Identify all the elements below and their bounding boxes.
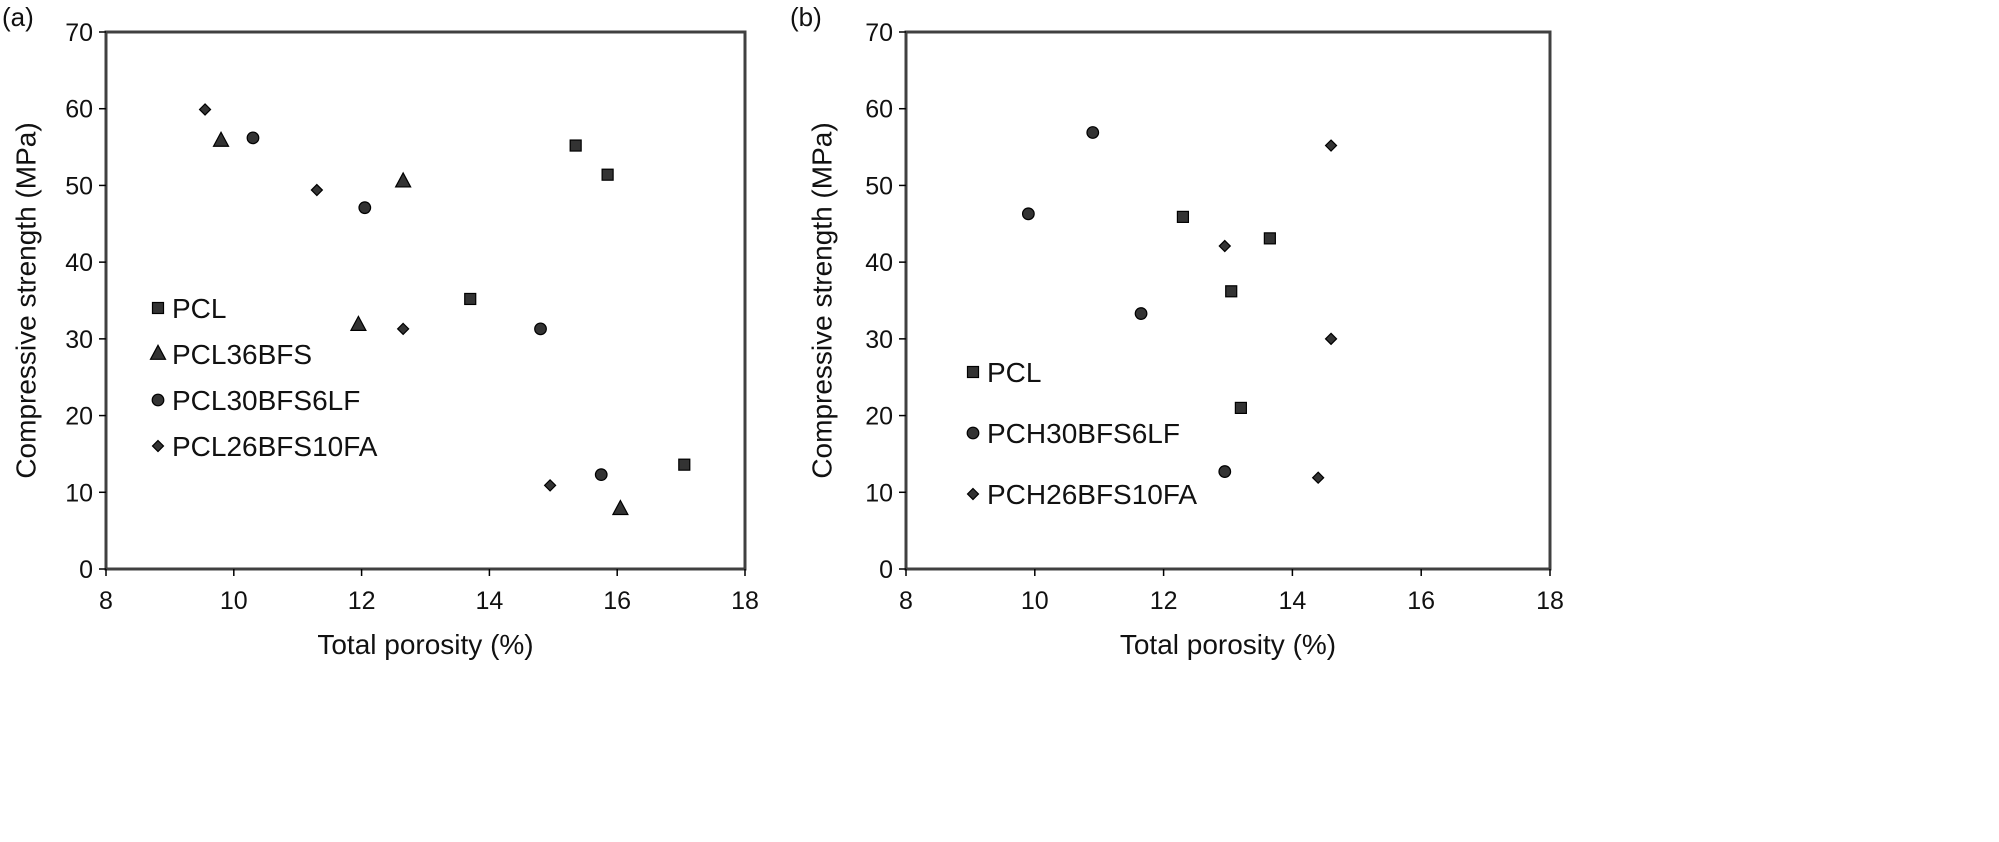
data-point-triangle — [611, 499, 629, 516]
data-point-circle — [246, 131, 260, 145]
y-axis-label: Compressive strength (MPa) — [807, 122, 838, 478]
plot-area-frame — [104, 30, 747, 571]
legend-label: PCL — [172, 293, 226, 324]
y-tick-label: 70 — [65, 19, 93, 47]
data-point-circle — [594, 468, 608, 482]
panel-label: (b) — [790, 2, 822, 32]
data-point-circle — [1218, 465, 1232, 478]
y-tick-label: 10 — [865, 479, 893, 507]
data-point-diamond — [310, 183, 324, 197]
legend-label: PCL36BFS — [172, 339, 312, 370]
data-point-diamond — [1324, 332, 1338, 346]
data-point-triangle — [212, 130, 230, 147]
legend-marker-diamond — [966, 487, 980, 501]
legend-marker-diamond — [151, 439, 165, 453]
y-tick-label: 40 — [65, 249, 93, 277]
data-point-square — [1225, 285, 1238, 298]
y-tick-label: 60 — [65, 96, 93, 124]
y-tick-label: 10 — [65, 479, 93, 507]
legend-label: PCL30BFS6LF — [172, 385, 360, 416]
y-tick-label: 30 — [865, 326, 893, 354]
data-point-square — [1176, 210, 1190, 223]
data-point-circle — [1134, 307, 1148, 320]
y-tick-label: 20 — [65, 403, 93, 431]
data-point-diamond — [198, 103, 212, 116]
y-tick-label: 70 — [865, 19, 893, 47]
legend-label: PCH30BFS6LF — [987, 418, 1180, 449]
data-point-square — [601, 168, 614, 181]
x-tick-label: 8 — [899, 587, 913, 615]
data-point-circle — [1086, 126, 1100, 139]
panel-b: (b) 8 10 12 14 16 18 0 10 20 30 40 50 60 70 Total poros… — [790, 2, 1564, 660]
y-tick-label: 60 — [865, 96, 893, 124]
x-tick-label: 16 — [603, 587, 631, 615]
legend-label: PCH26BFS10FA — [987, 479, 1197, 510]
data-point-diamond — [543, 479, 557, 492]
x-tick-label: 10 — [1021, 587, 1049, 615]
data-point-circle — [358, 201, 372, 215]
legend-marker-square — [151, 301, 165, 315]
plot-area-frame — [904, 30, 1552, 571]
x-tick-label: 8 — [99, 587, 113, 615]
y-tick-label: 0 — [879, 556, 893, 584]
legend-label: PCL — [987, 357, 1041, 388]
legend-marker-triangle — [149, 344, 167, 360]
y-tick-label: 20 — [865, 403, 893, 431]
data-point-circle — [1021, 207, 1035, 221]
y-tick-label: 0 — [79, 556, 93, 584]
data-point-square — [569, 139, 582, 152]
legend-marker-circle — [966, 426, 980, 440]
data-point-diamond — [396, 322, 410, 336]
x-tick-label: 14 — [475, 587, 503, 615]
x-tick-label: 18 — [1536, 587, 1564, 615]
data-point-square — [1263, 232, 1276, 245]
y-tick-label: 50 — [65, 172, 93, 200]
y-axis-label: Compressive strength (MPa) — [11, 122, 42, 478]
x-tick-label: 12 — [1150, 587, 1178, 615]
x-tick-label: 14 — [1278, 587, 1306, 615]
legend-label: PCL26BFS10FA — [172, 431, 378, 462]
x-tick-label: 16 — [1407, 587, 1435, 615]
x-tick-label: 10 — [220, 587, 248, 615]
y-tick-label: 50 — [865, 172, 893, 200]
data-point-circle — [534, 322, 547, 336]
data-point-triangle — [394, 171, 412, 188]
data-point-square — [678, 458, 691, 471]
panel-a: (a) 8 10 12 14 16 18 0 10 20 30 40 50 60 70 Total poros… — [2, 2, 759, 660]
data-point-diamond — [1218, 239, 1232, 253]
data-point-triangle — [349, 315, 367, 331]
panel-label: (a) — [2, 2, 34, 32]
x-axis-label: Total porosity (%) — [317, 629, 533, 660]
x-tick-label: 18 — [731, 587, 759, 615]
legend-marker-circle — [151, 393, 165, 407]
y-tick-label: 30 — [65, 326, 93, 354]
data-point-diamond — [1311, 471, 1325, 485]
legend-marker-square — [966, 365, 980, 379]
data-point-diamond — [1324, 139, 1338, 152]
data-point-square — [1234, 401, 1247, 414]
data-point-square — [464, 292, 477, 306]
y-tick-label: 40 — [865, 249, 893, 277]
x-axis-label: Total porosity (%) — [1120, 629, 1336, 660]
x-tick-label: 12 — [348, 587, 376, 615]
